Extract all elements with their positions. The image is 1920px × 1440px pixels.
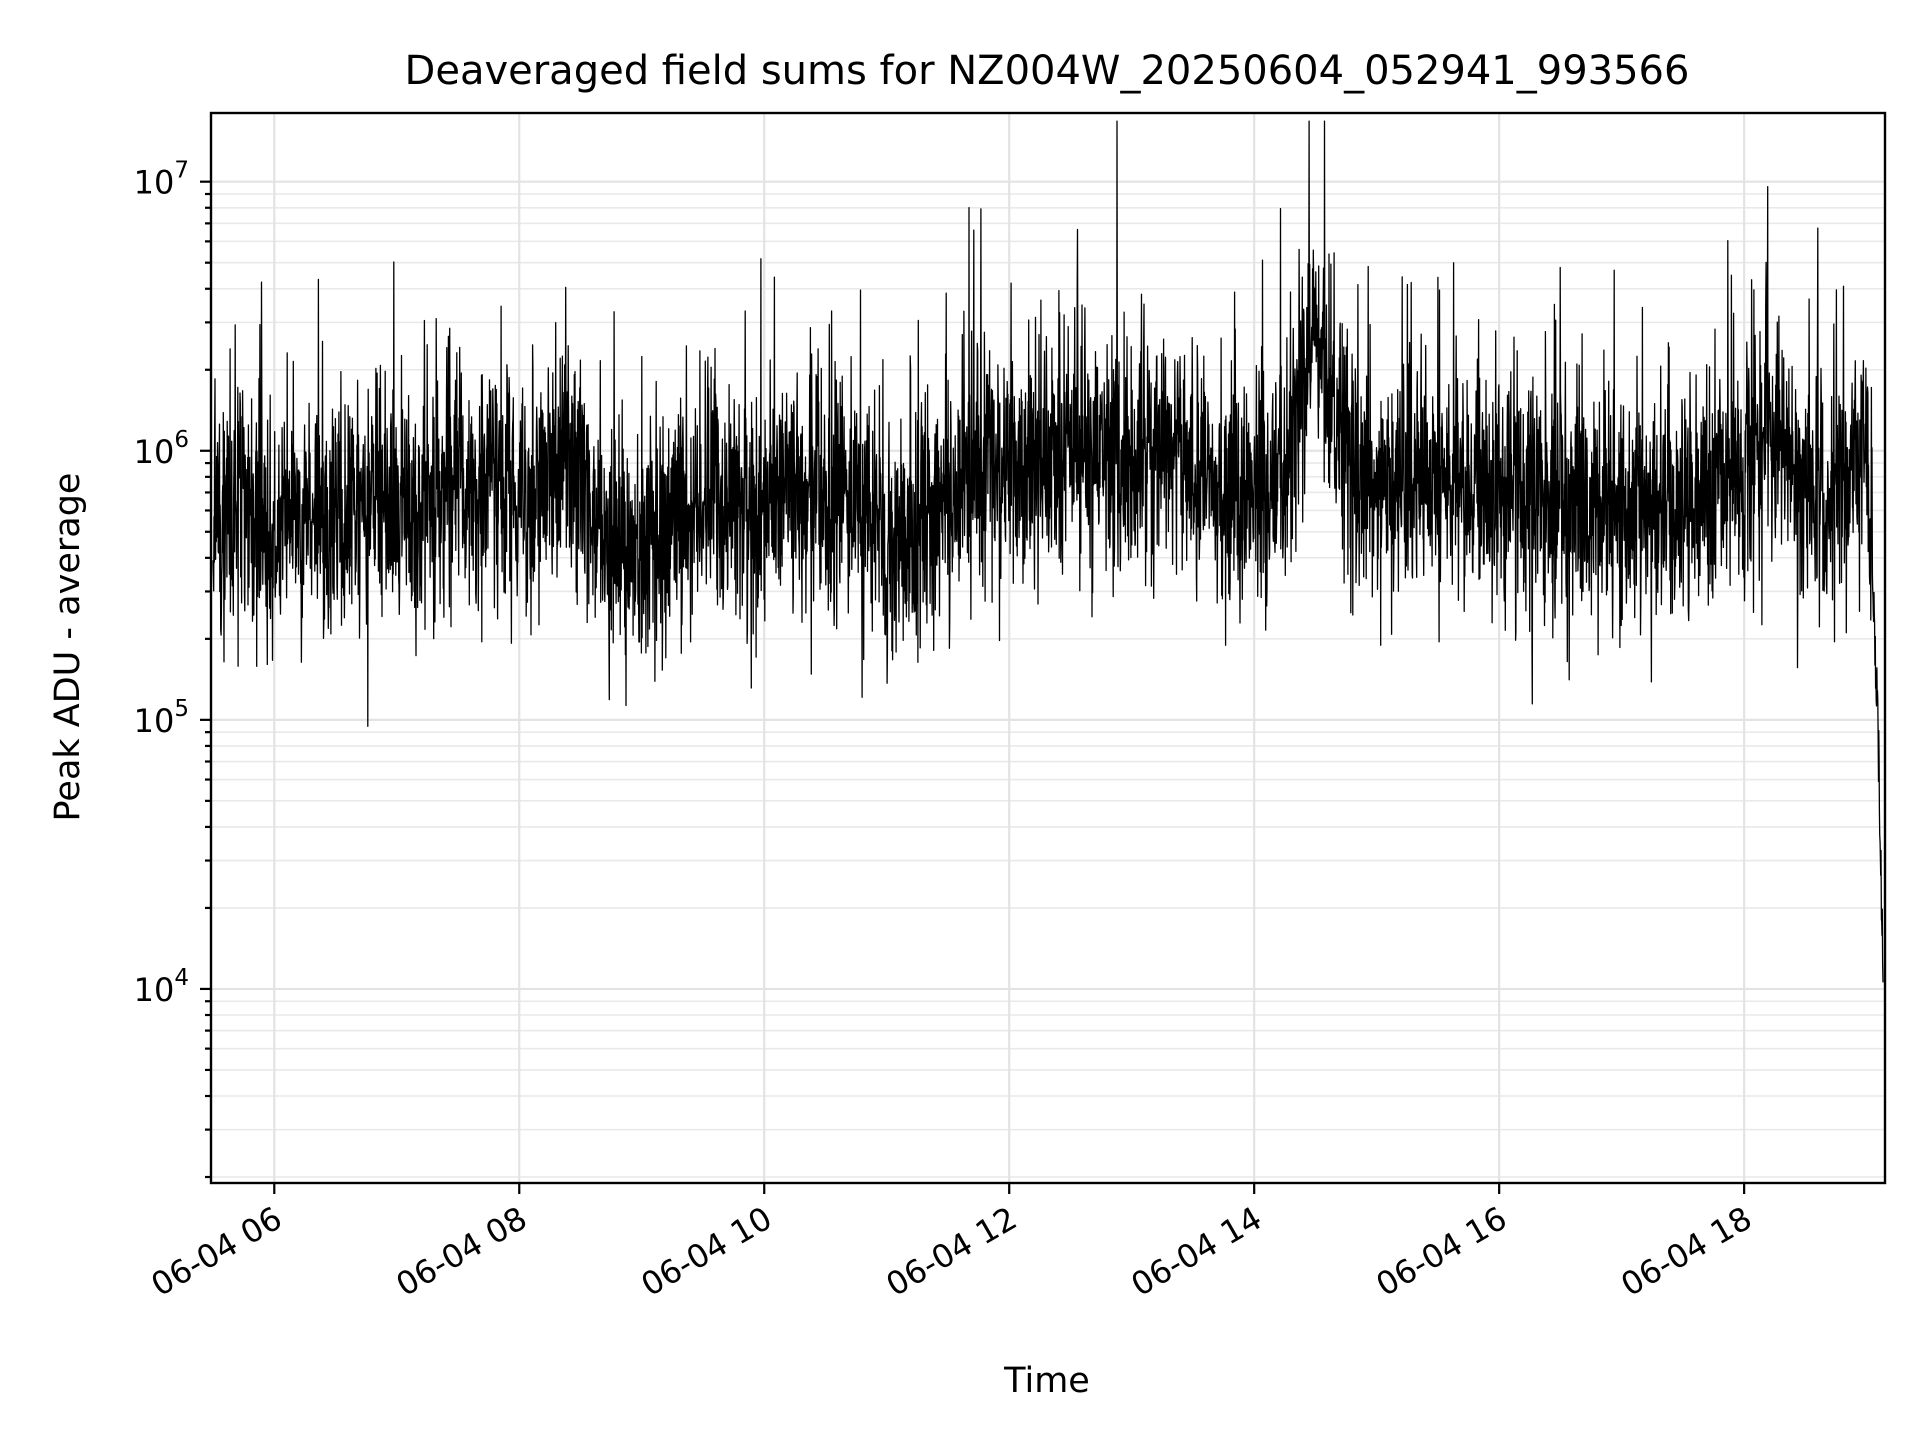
y-tick-exponent: 6: [174, 427, 189, 453]
x-axis-label: Time: [1003, 1361, 1090, 1401]
y-tick-label: 104: [134, 965, 189, 1009]
series-layer: [212, 120, 1884, 983]
y-tick-base: 10: [134, 433, 175, 471]
y-axis-label: Peak ADU - average: [48, 473, 88, 822]
chart-title: Deaveraged field sums for NZ004W_2025060…: [405, 48, 1690, 94]
y-tick-exponent: 5: [174, 696, 189, 722]
series-line: [212, 120, 1884, 983]
y-tick-label: 106: [134, 427, 189, 471]
y-tick-base: 10: [134, 164, 175, 202]
y-tick-base: 10: [134, 702, 175, 740]
y-tick-exponent: 4: [174, 965, 189, 991]
y-tick-label: 107: [134, 158, 189, 202]
y-tick-base: 10: [134, 971, 175, 1009]
plot-frame: [209, 111, 1887, 1185]
y-tick-label: 105: [134, 696, 189, 740]
y-tick-exponent: 7: [174, 158, 189, 184]
